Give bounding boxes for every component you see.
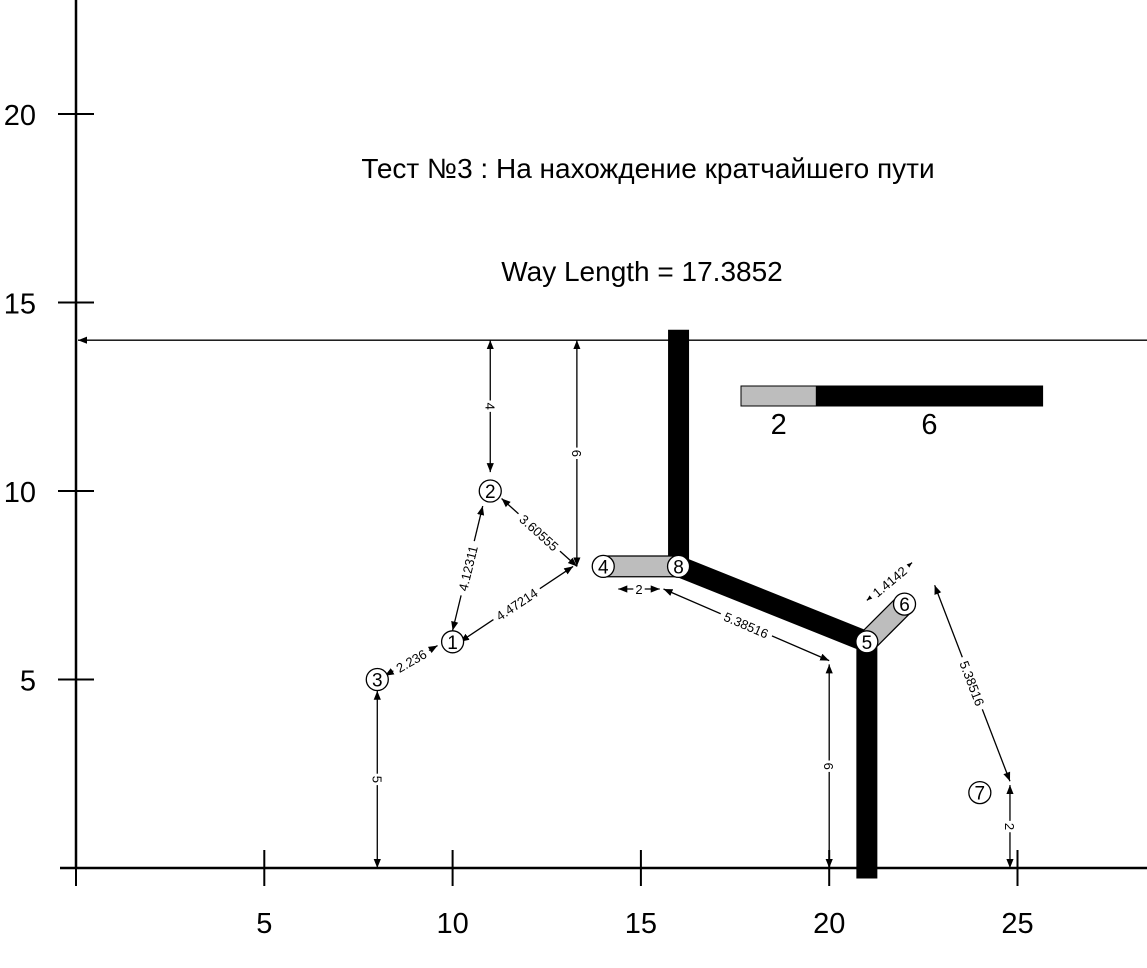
dimension-label: 5.38516 <box>956 659 987 708</box>
dimension-label-bg <box>568 447 585 459</box>
y-tick-label: 5 <box>20 666 36 698</box>
dimension-label-bg <box>482 400 499 412</box>
dimension-label-group: 4 <box>482 400 499 412</box>
dimension-label: 4.12311 <box>455 544 480 592</box>
dimension-label-group: 2 <box>633 581 645 598</box>
node-label: 7 <box>975 784 986 805</box>
node-circle <box>855 630 879 654</box>
dimension-label-bg <box>488 581 545 627</box>
node-label: 2 <box>485 482 496 503</box>
node-label: 3 <box>372 671 383 692</box>
dimension-label: 5.38516 <box>722 609 771 641</box>
dimension-label-group: 4.47214 <box>488 581 545 627</box>
node-label: 4 <box>598 557 609 578</box>
x-tick-label: 20 <box>813 908 845 940</box>
legend-label: 6 <box>921 409 937 441</box>
dimension-label-group: 6 <box>821 760 838 772</box>
dimension-label: 4.47214 <box>493 585 540 624</box>
node-circle <box>365 667 389 692</box>
y-tick-label: 15 <box>4 289 36 321</box>
dimension-label: 2 <box>1002 823 1017 830</box>
dimension-label-group: 6 <box>568 447 585 459</box>
dimension-label-bg <box>717 606 776 644</box>
dimension-label-bg <box>513 507 566 558</box>
node-label: 6 <box>899 595 910 616</box>
x-tick-label: 25 <box>1001 908 1033 940</box>
y-tick-label: 20 <box>4 100 36 132</box>
node-label: 5 <box>862 633 873 654</box>
dimension-label-bg <box>389 643 433 678</box>
dimension-label-group: 5 <box>369 773 386 786</box>
node-circle <box>666 554 691 579</box>
dimension-label: 3.60555 <box>516 512 561 555</box>
way-length-result: Way Length = 17.3852 <box>501 256 783 287</box>
x-tick-label: 10 <box>436 908 468 940</box>
dimension-label-bg <box>954 654 990 713</box>
diagram-title: Тест №3 : На нахождение кратчайшего пути <box>361 153 934 184</box>
legend-swatch <box>740 385 817 407</box>
dimension-label-bg <box>1001 820 1018 833</box>
node-label: 1 <box>447 633 458 654</box>
node-circle <box>968 780 992 805</box>
legend-label: 2 <box>771 409 787 441</box>
dimension-label-group: 2 <box>1001 820 1018 833</box>
node-circle <box>892 592 917 616</box>
dimension-label-bg <box>821 760 838 772</box>
dimension-label-group: 4.12311 <box>453 539 483 598</box>
legend-swatch <box>815 385 1044 407</box>
y-tick-label: 10 <box>4 477 36 509</box>
shortest-path <box>603 329 913 879</box>
node-circle <box>591 554 615 579</box>
dimension-label-group: 5.38516 <box>954 654 990 713</box>
dimension-label-bg <box>865 559 914 604</box>
graph-nodes: 1 2 3 4 5 6 7 8 <box>365 479 992 805</box>
dimension-label: 4 <box>482 403 497 410</box>
dimension-label-bg <box>633 581 645 598</box>
node-circle <box>440 630 465 654</box>
dimension-label: 5 <box>369 776 384 783</box>
x-tick-label: 15 <box>625 908 657 940</box>
dimension-label-group: 3.60555 <box>513 507 566 558</box>
dimension-label: 6 <box>569 450 584 457</box>
dimension-label: 2.236 <box>394 646 430 675</box>
x-tick-label: 5 <box>256 908 272 940</box>
dimension-label-bg <box>369 773 386 786</box>
dimension-label: 2 <box>635 582 642 597</box>
node-circle <box>478 479 502 503</box>
dimension-label: 6 <box>821 763 836 770</box>
dimension-label-group: 2.236 <box>389 643 433 678</box>
node-label: 8 <box>673 557 684 578</box>
